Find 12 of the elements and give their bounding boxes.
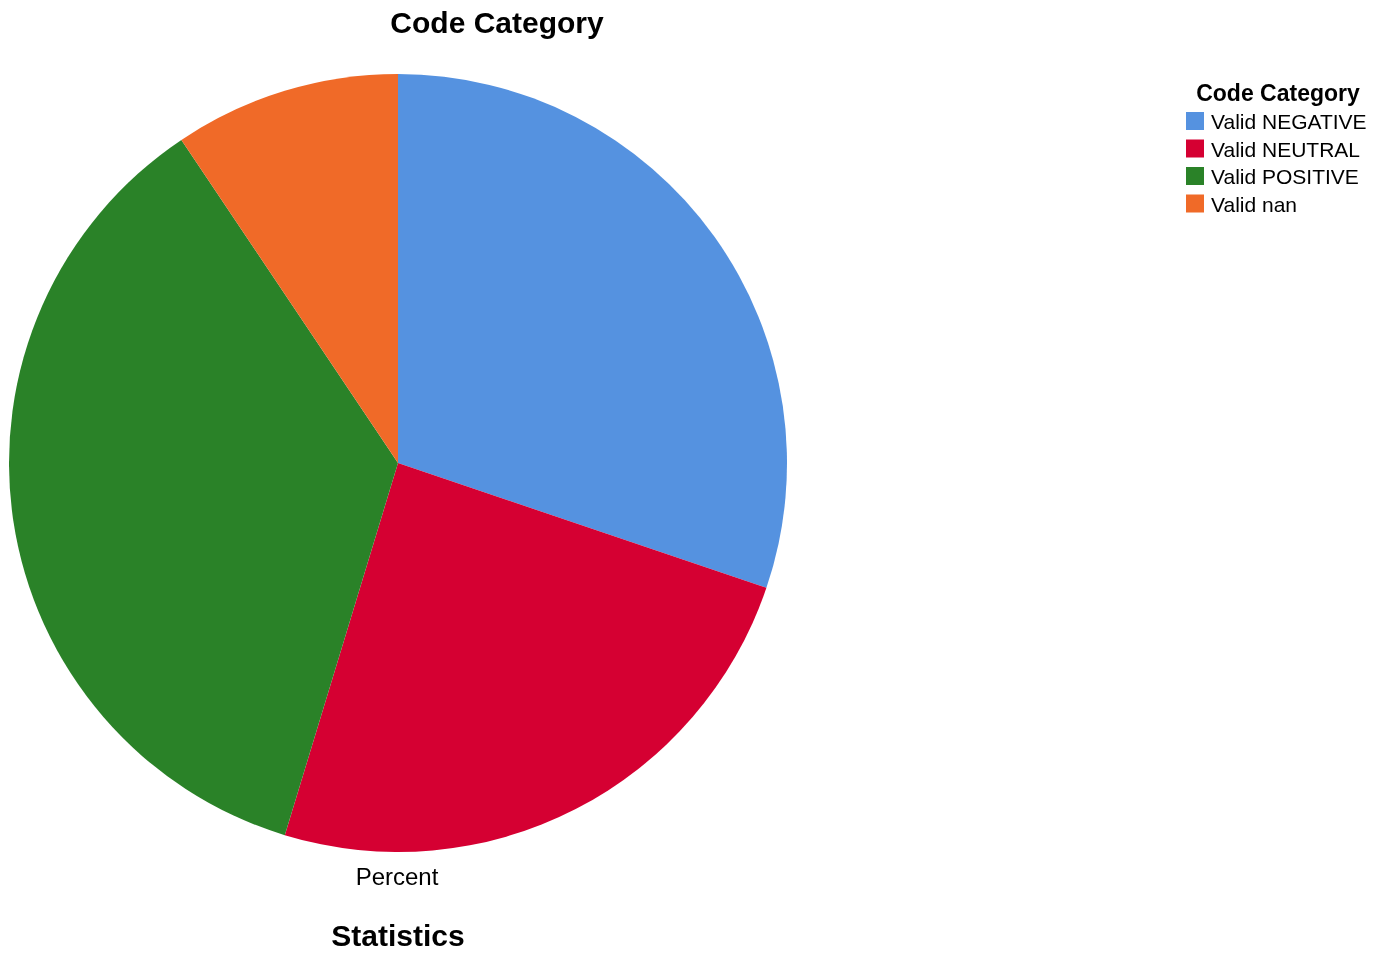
legend-label: Valid POSITIVE	[1211, 165, 1359, 188]
text: Statistics	[331, 919, 465, 952]
pie-slice	[9, 139, 398, 836]
chart-title: Code Category	[390, 6, 604, 39]
legend-label: Valid NEUTRAL	[1211, 137, 1360, 161]
text: Percent	[355, 863, 439, 890]
pie-slice	[181, 74, 398, 463]
legend-label: Valid NEGATIVE	[1211, 110, 1367, 133]
legend-label: Valid nan	[1211, 192, 1298, 216]
legend-title: Code Category	[1196, 80, 1360, 106]
pie-slice	[398, 74, 787, 588]
pie-slice	[284, 463, 767, 852]
